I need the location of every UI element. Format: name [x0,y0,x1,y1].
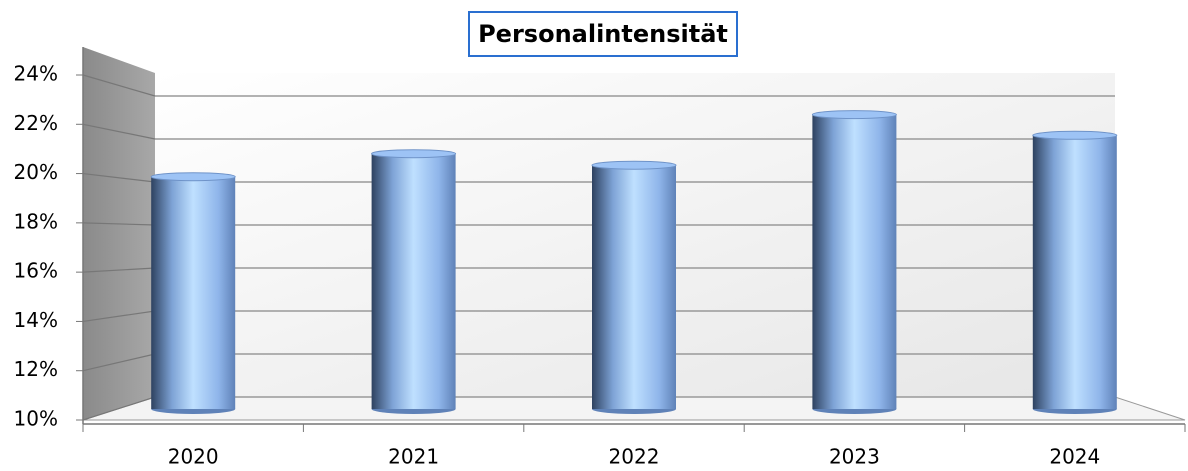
y-tick-label: 18% [14,209,58,233]
grid-line-side [82,267,156,273]
grid-line-side [82,310,156,323]
y-tick-label: 16% [14,259,58,283]
x-tick-label: 2021 [388,445,439,469]
side-wall [83,47,155,420]
grid-line-side [82,222,156,226]
grid-line-side [82,396,156,421]
x-tick-label: 2020 [168,445,219,469]
bar-top [371,149,457,159]
x-tick-label: 2023 [829,445,880,469]
bar-top [1032,130,1118,140]
bar-top [591,160,677,170]
y-tick-label: 22% [14,111,58,135]
bar [151,176,236,409]
chart-title: Personalintensität [478,20,728,48]
grid-line-side [82,353,156,372]
x-tick-label: 2024 [1049,445,1100,469]
bar-top [150,172,236,182]
y-tick-label: 10% [14,407,58,431]
y-tick-label: 20% [14,160,58,184]
grid-line-side [82,74,156,97]
y-tick-label: 14% [14,308,58,332]
bar-top [811,110,897,120]
grid-line-side [82,123,156,140]
bar [592,165,676,409]
x-tick-label: 2022 [609,445,660,469]
bar [812,114,897,409]
y-tick-label: 12% [14,357,58,381]
y-tick-label: 24% [14,62,58,86]
bar [1032,135,1117,410]
grid-line-side [82,172,156,183]
title-box [468,11,738,57]
bar [371,153,456,409]
